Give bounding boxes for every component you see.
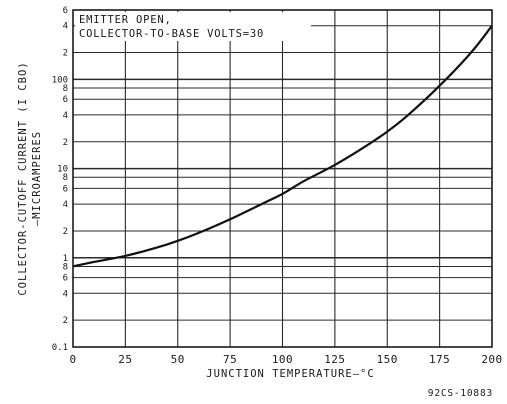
figure-number: 92CS-10883 [428, 388, 493, 399]
y-tick-label: 2 [63, 138, 68, 148]
y-tick-label: 0.1 [52, 343, 68, 353]
series-line [72, 25, 493, 268]
y-tick-label: 8 [63, 173, 68, 183]
y-tick-label: 8 [63, 262, 68, 272]
x-tick-label: 125 [324, 353, 345, 366]
x-tick-label: 0 [69, 353, 76, 366]
y-tick-label: 6 [63, 95, 68, 105]
y-tick-label: 4 [63, 111, 68, 121]
y-axis-label: COLLECTOR-CUTOFF CURRENT (I CBO) —MICROA… [17, 61, 43, 295]
y-tick-label: 6 [63, 184, 68, 194]
y-tick-label: 1 [63, 254, 68, 264]
annotation-line-2: COLLECTOR-TO-BASE VOLTS=30 [79, 28, 264, 40]
y-tick-label: 6 [63, 6, 68, 16]
y-tick-label: 4 [63, 22, 68, 32]
x-tick-label: 75 [223, 353, 237, 366]
annotation-line-1: EMITTER OPEN, [79, 14, 172, 26]
y-tick-label: 6 [63, 274, 68, 284]
y-tick-label: 2 [63, 227, 68, 237]
x-tick-label: 100 [272, 353, 293, 366]
x-tick-label: 175 [429, 353, 450, 366]
annotation-box [75, 12, 311, 41]
y-tick-label: 2 [63, 316, 68, 326]
y-tick-label: 2 [63, 49, 68, 59]
x-tick-label: 25 [118, 353, 132, 366]
plot-frame [72, 9, 493, 348]
y-tick-label: 10 [57, 165, 68, 175]
y-axis-label-line-1: COLLECTOR-CUTOFF CURRENT (I CBO) [17, 61, 29, 295]
y-axis-label-line-2: —MICROAMPERES [31, 131, 43, 226]
y-tick-label: 4 [63, 200, 68, 210]
x-axis-label: JUNCTION TEMPERATURE—°C [206, 368, 374, 380]
grid [73, 10, 492, 347]
x-tick-label: 50 [171, 353, 185, 366]
x-tick-labels: 0 25 50 75 100 125 150 175 200 [69, 353, 502, 366]
x-tick-label: 200 [481, 353, 502, 366]
x-tick-label: 150 [377, 353, 398, 366]
y-tick-label: 4 [63, 289, 68, 299]
y-tick-label: 8 [63, 84, 68, 94]
y-tick-label: 100 [52, 75, 68, 85]
